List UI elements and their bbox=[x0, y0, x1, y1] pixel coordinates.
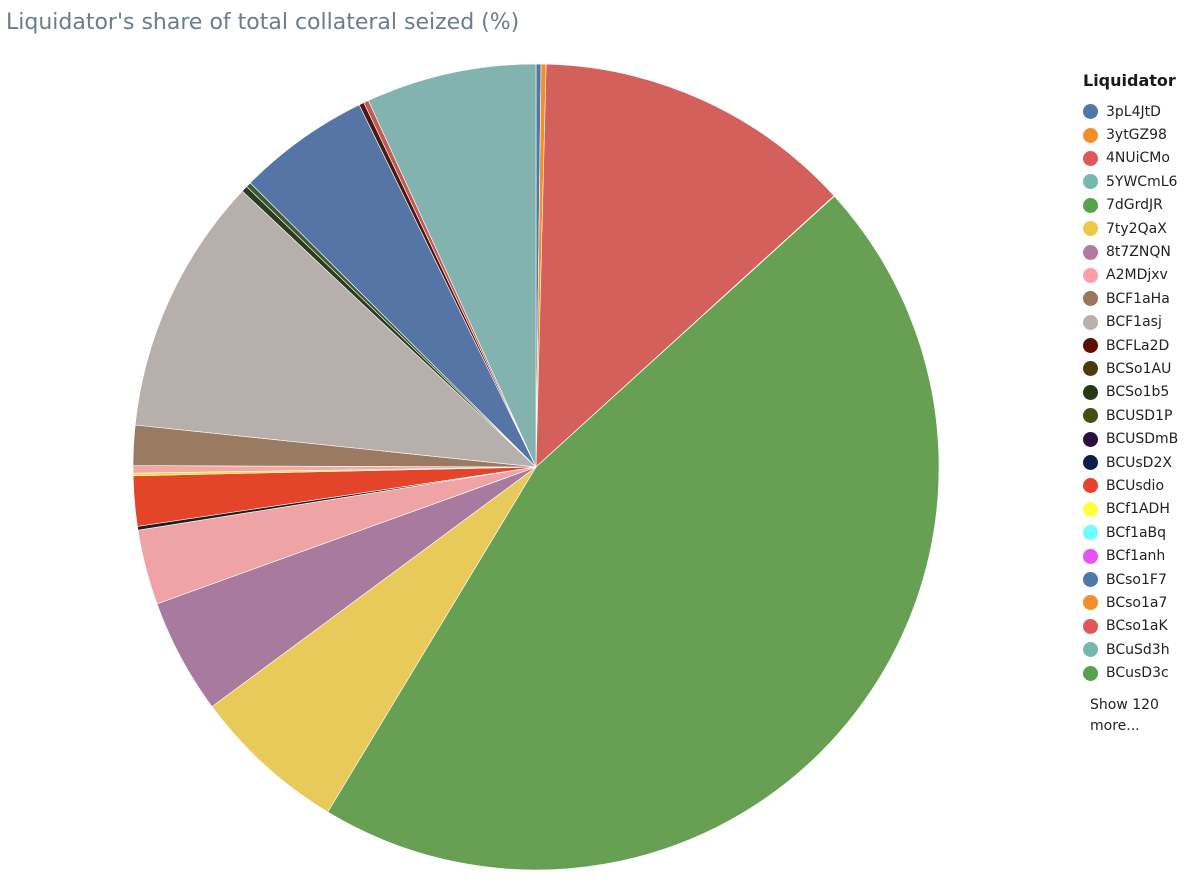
legend-label: BCF1asj bbox=[1106, 314, 1162, 331]
legend-label: BCso1a7 bbox=[1106, 594, 1168, 611]
legend-label: BCSo1AU bbox=[1106, 360, 1172, 377]
legend-swatch bbox=[1083, 431, 1098, 447]
legend-item[interactable]: BCso1a7 bbox=[1083, 591, 1195, 614]
legend-item[interactable]: BCuSd3h bbox=[1083, 638, 1195, 661]
legend-label: BCUSD1P bbox=[1106, 407, 1173, 424]
legend-item[interactable]: BCUSDmB bbox=[1083, 427, 1195, 450]
legend-item[interactable]: 5YWCmL6 bbox=[1083, 170, 1195, 193]
legend-swatch bbox=[1083, 618, 1098, 634]
legend-swatch bbox=[1083, 384, 1098, 400]
legend-label: A2MDjxv bbox=[1106, 267, 1168, 284]
legend-title: Liquidator bbox=[1083, 71, 1176, 90]
legend-item[interactable]: BCSo1AU bbox=[1083, 357, 1195, 380]
legend-item[interactable]: BCFLa2D bbox=[1083, 334, 1195, 357]
legend-swatch bbox=[1083, 150, 1098, 166]
legend-swatch bbox=[1083, 291, 1098, 307]
legend-item[interactable]: BCUsD2X bbox=[1083, 451, 1195, 474]
legend-swatch bbox=[1083, 478, 1098, 494]
legend-label: BCf1ADH bbox=[1106, 501, 1170, 518]
legend-swatch bbox=[1083, 595, 1098, 611]
legend-label: BCUsdio bbox=[1106, 477, 1165, 494]
legend-label: BCSo1b5 bbox=[1106, 384, 1170, 401]
legend-label: BCUsD2X bbox=[1106, 454, 1172, 471]
legend-swatch bbox=[1083, 197, 1098, 213]
legend-swatch bbox=[1083, 221, 1098, 237]
legend-item[interactable]: BCf1anh bbox=[1083, 544, 1195, 567]
legend-item[interactable]: BCSo1b5 bbox=[1083, 381, 1195, 404]
legend-show-more-button[interactable]: Show 120 more... bbox=[1090, 696, 1159, 734]
legend-swatch bbox=[1083, 244, 1098, 260]
legend-item[interactable]: BCf1ADH bbox=[1083, 498, 1195, 521]
legend-swatch bbox=[1083, 361, 1098, 377]
legend-swatch bbox=[1083, 267, 1098, 283]
legend-label: BCso1aK bbox=[1106, 618, 1168, 635]
legend-label: 3ytGZ98 bbox=[1106, 127, 1167, 144]
legend-label: BCFLa2D bbox=[1106, 337, 1170, 354]
legend-item[interactable]: BCUsdio bbox=[1083, 474, 1195, 497]
legend-item[interactable]: A2MDjxv bbox=[1083, 264, 1195, 287]
legend-swatch bbox=[1083, 314, 1098, 330]
legend-label: 3pL4JtD bbox=[1106, 103, 1161, 120]
legend-label: 7dGrdJR bbox=[1106, 197, 1163, 214]
legend-item[interactable]: 7ty2QaX bbox=[1083, 217, 1195, 240]
legend-item[interactable]: BCso1F7 bbox=[1083, 568, 1195, 591]
legend-item[interactable]: BCso1aK bbox=[1083, 615, 1195, 638]
legend: Liquidator 3pL4JtD 3ytGZ98 4NUiCMo 5YWCmL6 7… bbox=[1083, 70, 1195, 737]
legend-label: 7ty2QaX bbox=[1106, 220, 1167, 237]
legend-item[interactable]: 3pL4JtD bbox=[1083, 100, 1195, 123]
pie-slice-BCUSD1P[interactable] bbox=[134, 190, 537, 468]
legend-items: 3pL4JtD 3ytGZ98 4NUiCMo 5YWCmL6 7dGrdJR 7ty2Q… bbox=[1083, 100, 1195, 685]
legend-label: BCf1aBq bbox=[1106, 524, 1167, 541]
pie-slice-4NUiCMo[interactable] bbox=[535, 63, 835, 468]
legend-swatch bbox=[1083, 455, 1098, 471]
legend-swatch bbox=[1083, 408, 1098, 424]
chart-title: Liquidator's share of total collateral s… bbox=[6, 10, 520, 35]
legend-label: BCf1anh bbox=[1106, 548, 1166, 565]
legend-label: BCF1aHa bbox=[1106, 290, 1170, 307]
legend-swatch bbox=[1083, 501, 1098, 517]
legend-swatch bbox=[1083, 338, 1098, 354]
legend-swatch bbox=[1083, 572, 1098, 587]
legend-item[interactable]: BCusD3c bbox=[1083, 661, 1195, 684]
legend-item[interactable]: BCUSD1P bbox=[1083, 404, 1195, 427]
legend-item[interactable]: 8t7ZNQN bbox=[1083, 240, 1195, 263]
legend-label: BCusD3c bbox=[1106, 665, 1169, 682]
legend-swatch bbox=[1083, 104, 1098, 120]
legend-swatch bbox=[1083, 127, 1098, 143]
legend-label: 5YWCmL6 bbox=[1106, 173, 1178, 190]
legend-label: BCso1F7 bbox=[1106, 571, 1167, 588]
pie-slice-BCf1anh[interactable] bbox=[368, 63, 537, 468]
legend-swatch bbox=[1083, 665, 1098, 681]
legend-item[interactable]: BCF1asj bbox=[1083, 311, 1195, 334]
legend-label: BCUSDmB bbox=[1106, 431, 1179, 448]
legend-item[interactable]: BCF1aHa bbox=[1083, 287, 1195, 310]
legend-swatch bbox=[1083, 642, 1098, 658]
legend-swatch bbox=[1083, 525, 1098, 541]
legend-label: 8t7ZNQN bbox=[1106, 244, 1171, 261]
pie-slice-7dGrdJR[interactable] bbox=[327, 195, 940, 871]
legend-item[interactable]: 4NUiCMo bbox=[1083, 147, 1195, 170]
legend-item[interactable]: 3ytGZ98 bbox=[1083, 123, 1195, 146]
legend-label: 4NUiCMo bbox=[1106, 150, 1170, 167]
legend-swatch bbox=[1083, 548, 1098, 564]
legend-swatch bbox=[1083, 174, 1098, 190]
pie-slice-7ty2QaX[interactable] bbox=[211, 466, 537, 813]
pie-slice-BCUsdio[interactable] bbox=[249, 104, 537, 468]
legend-item[interactable]: 7dGrdJR bbox=[1083, 194, 1195, 217]
legend-label: BCuSd3h bbox=[1106, 641, 1170, 658]
legend-item[interactable]: BCf1aBq bbox=[1083, 521, 1195, 544]
